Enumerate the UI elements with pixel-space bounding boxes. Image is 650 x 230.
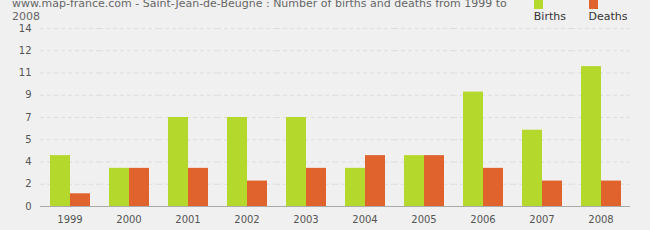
svg-text:2: 2 xyxy=(25,178,31,189)
svg-text:12: 12 xyxy=(19,45,32,56)
html-text:Births: Births xyxy=(533,10,566,23)
svg-text:0: 0 xyxy=(25,201,31,212)
svg-text:2006: 2006 xyxy=(470,214,495,225)
svg-text:5: 5 xyxy=(25,134,31,145)
svg-text:11: 11 xyxy=(19,67,32,78)
svg-text:14: 14 xyxy=(19,23,32,34)
svg-text:2008: 2008 xyxy=(588,214,613,225)
svg-text:2005: 2005 xyxy=(411,214,436,225)
svg-text:2002: 2002 xyxy=(234,214,259,225)
svg-text:4: 4 xyxy=(25,156,31,167)
svg-text:9: 9 xyxy=(25,89,31,100)
svg-text:2003: 2003 xyxy=(293,214,318,225)
svg-text:2007: 2007 xyxy=(529,214,554,225)
svg-text:2000: 2000 xyxy=(116,214,141,225)
svg-text:7: 7 xyxy=(25,112,31,123)
svg-text:2001: 2001 xyxy=(175,214,200,225)
svg-text:2004: 2004 xyxy=(352,214,377,225)
svg-text:1999: 1999 xyxy=(57,214,82,225)
html-text:Deaths: Deaths xyxy=(588,10,628,23)
